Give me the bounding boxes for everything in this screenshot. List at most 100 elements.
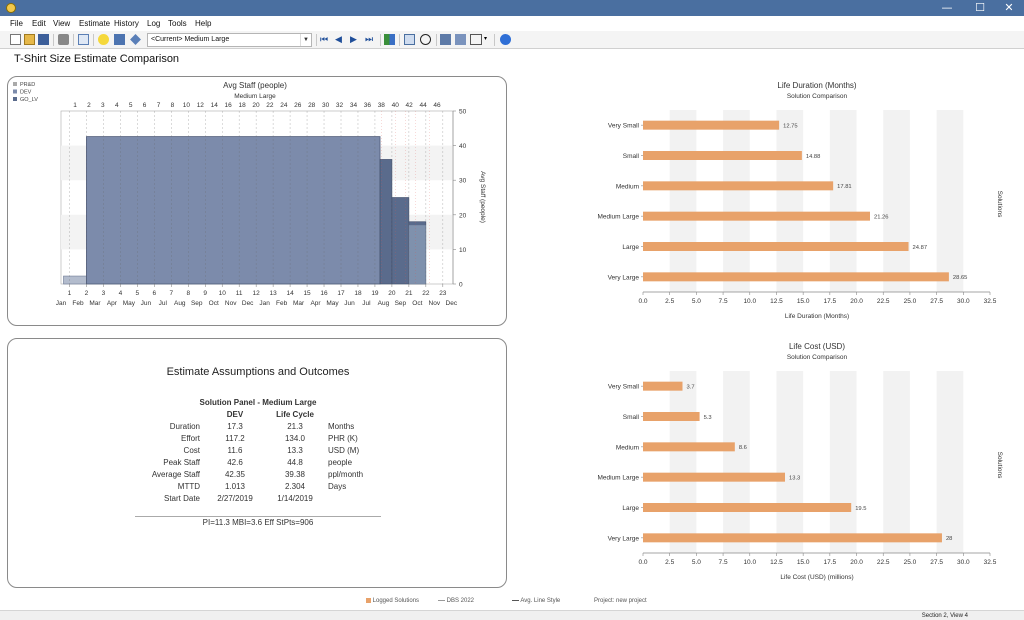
month-number-label: 22 bbox=[422, 290, 430, 297]
x-tick-label: 20.0 bbox=[850, 559, 863, 566]
menu-file[interactable]: File bbox=[10, 19, 23, 28]
assumptions-title: Estimate Assumptions and Outcomes bbox=[166, 366, 350, 378]
row-life-value: 1/14/2019 bbox=[277, 494, 313, 503]
layout-icon[interactable] bbox=[404, 34, 415, 45]
x-tick-label: 27.5 bbox=[930, 559, 943, 566]
x-tick-label: 32.5 bbox=[984, 559, 997, 566]
copy-icon[interactable] bbox=[78, 34, 89, 45]
maximize-button[interactable]: ☐ bbox=[975, 1, 985, 14]
top-axis-label: 32 bbox=[336, 102, 344, 109]
category-label: Large bbox=[622, 244, 639, 251]
row-label: Duration bbox=[169, 422, 200, 431]
toolbar: <Current> Medium Large ▼ ⏮ ◀ ▶ ⏭ ▾ bbox=[0, 31, 1024, 49]
bar bbox=[643, 472, 786, 482]
data-label: 28.65 bbox=[953, 275, 968, 281]
open-icon[interactable] bbox=[24, 34, 35, 45]
data-label: 21.26 bbox=[874, 214, 889, 220]
bar bbox=[643, 533, 942, 543]
first-icon[interactable]: ⏮ bbox=[320, 34, 329, 44]
month-number-label: 16 bbox=[320, 290, 328, 297]
x-axis-label: Life Cost (USD) (millions) bbox=[780, 574, 853, 581]
layout-dropdown-icon[interactable] bbox=[470, 34, 482, 45]
month-name-label: Mar bbox=[293, 300, 305, 307]
prev-icon[interactable]: ◀ bbox=[335, 34, 342, 44]
top-axis-label: 7 bbox=[157, 102, 161, 109]
top-axis-label: 16 bbox=[225, 102, 233, 109]
grid-band bbox=[723, 110, 750, 292]
month-name-label: Jul bbox=[362, 300, 371, 307]
x-tick-label: 15.0 bbox=[797, 559, 810, 566]
export-icon[interactable] bbox=[440, 34, 451, 45]
report-icon[interactable] bbox=[114, 34, 125, 45]
col-life-header: Life Cycle bbox=[276, 410, 314, 419]
data-label: 19.5 bbox=[855, 506, 866, 512]
category-label: Medium bbox=[616, 183, 639, 190]
y-tick-label: 50 bbox=[459, 109, 467, 116]
data-label: 14.88 bbox=[806, 154, 821, 160]
menu-estimate[interactable]: Estimate bbox=[79, 19, 111, 28]
x-tick-label: 22.5 bbox=[877, 298, 890, 305]
print-icon[interactable] bbox=[58, 34, 69, 45]
row-dev-value: 2/27/2019 bbox=[217, 494, 253, 503]
grid-icon[interactable] bbox=[384, 34, 395, 45]
legend-dbs: DBS 2022 bbox=[438, 598, 474, 604]
tools-icon[interactable] bbox=[130, 34, 141, 45]
y-axis-label: Avg Staff (people) bbox=[479, 171, 486, 223]
x-tick-label: 5.0 bbox=[692, 298, 701, 305]
month-name-label: Aug bbox=[174, 300, 186, 307]
top-axis-label: 14 bbox=[211, 102, 219, 109]
month-name-label: Jan bbox=[259, 300, 270, 307]
month-number-label: 21 bbox=[405, 290, 413, 297]
legend-swatch bbox=[13, 89, 17, 94]
menu-help[interactable]: Help bbox=[195, 19, 212, 28]
bar bbox=[643, 120, 780, 130]
legend-line bbox=[438, 599, 445, 601]
row-life-value: 44.8 bbox=[287, 458, 303, 467]
menu-edit[interactable]: Edit bbox=[32, 19, 46, 28]
x-tick-label: 0.0 bbox=[638, 559, 647, 566]
menu-log[interactable]: Log bbox=[147, 19, 161, 28]
x-tick-label: 27.5 bbox=[930, 298, 943, 305]
idea-icon[interactable] bbox=[98, 34, 109, 45]
row-life-value: 134.0 bbox=[284, 434, 306, 443]
golive-bar bbox=[391, 197, 410, 285]
y-tick-label: 10 bbox=[459, 247, 467, 254]
minimize-button[interactable]: — bbox=[941, 1, 953, 14]
chart-title: Life Duration (Months) bbox=[777, 81, 856, 90]
target-icon[interactable] bbox=[420, 34, 431, 45]
close-button[interactable]: ✕ bbox=[1004, 1, 1014, 14]
category-label: Very Large bbox=[608, 274, 640, 281]
y-tick-label: 0 bbox=[459, 282, 463, 289]
row-life-value: 2.304 bbox=[284, 482, 306, 491]
last-icon[interactable]: ⏭ bbox=[365, 34, 374, 44]
legend-line bbox=[512, 599, 519, 601]
menu-bar: File Edit View Estimate History Log Tool… bbox=[0, 16, 1024, 31]
x-tick-label: 20.0 bbox=[850, 298, 863, 305]
bar bbox=[643, 211, 870, 221]
grid-band bbox=[829, 371, 857, 553]
solution-select[interactable]: <Current> Medium Large ▼ bbox=[147, 33, 312, 47]
menu-view[interactable]: View bbox=[53, 19, 71, 28]
next-icon[interactable]: ▶ bbox=[350, 34, 357, 44]
month-number-label: 19 bbox=[371, 290, 379, 297]
row-unit: ppl/month bbox=[328, 470, 364, 479]
save-icon[interactable] bbox=[38, 34, 49, 45]
chevron-down-icon[interactable]: ▼ bbox=[300, 34, 311, 46]
menu-tools[interactable]: Tools bbox=[168, 19, 187, 28]
app-icon bbox=[6, 3, 16, 13]
help-icon[interactable] bbox=[500, 34, 511, 45]
top-axis-label: 2 bbox=[87, 102, 91, 109]
assumptions-panel: Estimate Assumptions and Outcomes Soluti… bbox=[7, 338, 507, 588]
menu-history[interactable]: History bbox=[114, 19, 139, 28]
project-label: Project: new project bbox=[594, 598, 647, 604]
new-icon[interactable] bbox=[10, 34, 21, 45]
legend-swatch bbox=[13, 82, 17, 86]
chart-title: Avg Staff (people) bbox=[223, 81, 287, 90]
golive-tail bbox=[408, 225, 426, 284]
top-axis-label: 40 bbox=[392, 102, 400, 109]
month-number-label: 6 bbox=[153, 290, 157, 297]
top-axis-label: 28 bbox=[308, 102, 316, 109]
legend-avg-label: Avg. Line Style bbox=[520, 598, 561, 604]
chevron-down-icon[interactable]: ▾ bbox=[484, 36, 488, 42]
settings-icon[interactable] bbox=[455, 34, 466, 45]
